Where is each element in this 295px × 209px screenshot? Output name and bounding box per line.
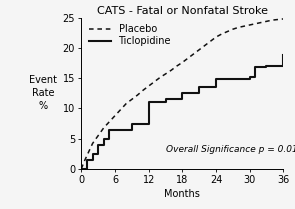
- Placebo: [225, 30, 229, 33]
- Ticlopidine: [113, 128, 117, 131]
- Ticlopidine: [80, 168, 83, 170]
- Placebo: [164, 73, 167, 75]
- Ticlopidine: [181, 92, 184, 94]
- Ticlopidine: [265, 65, 268, 67]
- Placebo: [203, 44, 206, 47]
- Ticlopidine: [281, 54, 285, 56]
- Ticlopidine: [130, 122, 134, 125]
- Y-axis label: Event
Rate
%: Event Rate %: [29, 75, 57, 111]
- Placebo: [181, 61, 184, 64]
- Placebo: [124, 102, 128, 105]
- Placebo: [108, 120, 111, 123]
- X-axis label: Months: Months: [164, 189, 200, 199]
- Placebo: [270, 19, 274, 21]
- Placebo: [136, 94, 139, 96]
- Placebo: [119, 108, 122, 111]
- Ticlopidine: [164, 98, 167, 101]
- Placebo: [253, 23, 257, 25]
- Ticlopidine: [102, 137, 106, 140]
- Placebo: [130, 98, 134, 101]
- Placebo: [197, 48, 201, 51]
- Placebo: [113, 114, 117, 117]
- Ticlopidine: [147, 101, 150, 104]
- Placebo: [102, 126, 106, 129]
- Placebo: [158, 76, 162, 79]
- Legend: Placebo, Ticlopidine: Placebo, Ticlopidine: [87, 22, 173, 48]
- Placebo: [259, 21, 263, 24]
- Placebo: [214, 36, 218, 38]
- Placebo: [82, 160, 86, 163]
- Placebo: [169, 69, 173, 71]
- Placebo: [186, 57, 190, 60]
- Ticlopidine: [253, 66, 257, 69]
- Ticlopidine: [108, 128, 111, 131]
- Text: Overall Significance p = 0.017: Overall Significance p = 0.017: [166, 145, 295, 154]
- Placebo: [281, 18, 285, 20]
- Placebo: [147, 85, 150, 87]
- Placebo: [276, 18, 279, 21]
- Placebo: [91, 142, 94, 145]
- Ticlopidine: [96, 143, 100, 146]
- Placebo: [88, 148, 91, 151]
- Line: Ticlopidine: Ticlopidine: [81, 55, 283, 169]
- Placebo: [220, 33, 223, 35]
- Ticlopidine: [214, 78, 218, 81]
- Placebo: [80, 168, 83, 170]
- Placebo: [141, 89, 145, 92]
- Placebo: [265, 20, 268, 23]
- Placebo: [153, 80, 156, 83]
- Placebo: [209, 40, 212, 43]
- Ticlopidine: [231, 78, 235, 80]
- Placebo: [237, 26, 240, 29]
- Ticlopidine: [91, 153, 94, 155]
- Placebo: [248, 24, 251, 26]
- Placebo: [192, 53, 195, 55]
- Ticlopidine: [85, 158, 89, 161]
- Title: CATS - Fatal or Nonfatal Stroke: CATS - Fatal or Nonfatal Stroke: [97, 6, 268, 15]
- Placebo: [242, 25, 246, 27]
- Placebo: [231, 28, 235, 31]
- Placebo: [96, 134, 100, 137]
- Ticlopidine: [248, 76, 251, 78]
- Line: Placebo: Placebo: [81, 19, 283, 169]
- Placebo: [85, 154, 89, 157]
- Ticlopidine: [197, 86, 201, 88]
- Placebo: [175, 65, 178, 67]
